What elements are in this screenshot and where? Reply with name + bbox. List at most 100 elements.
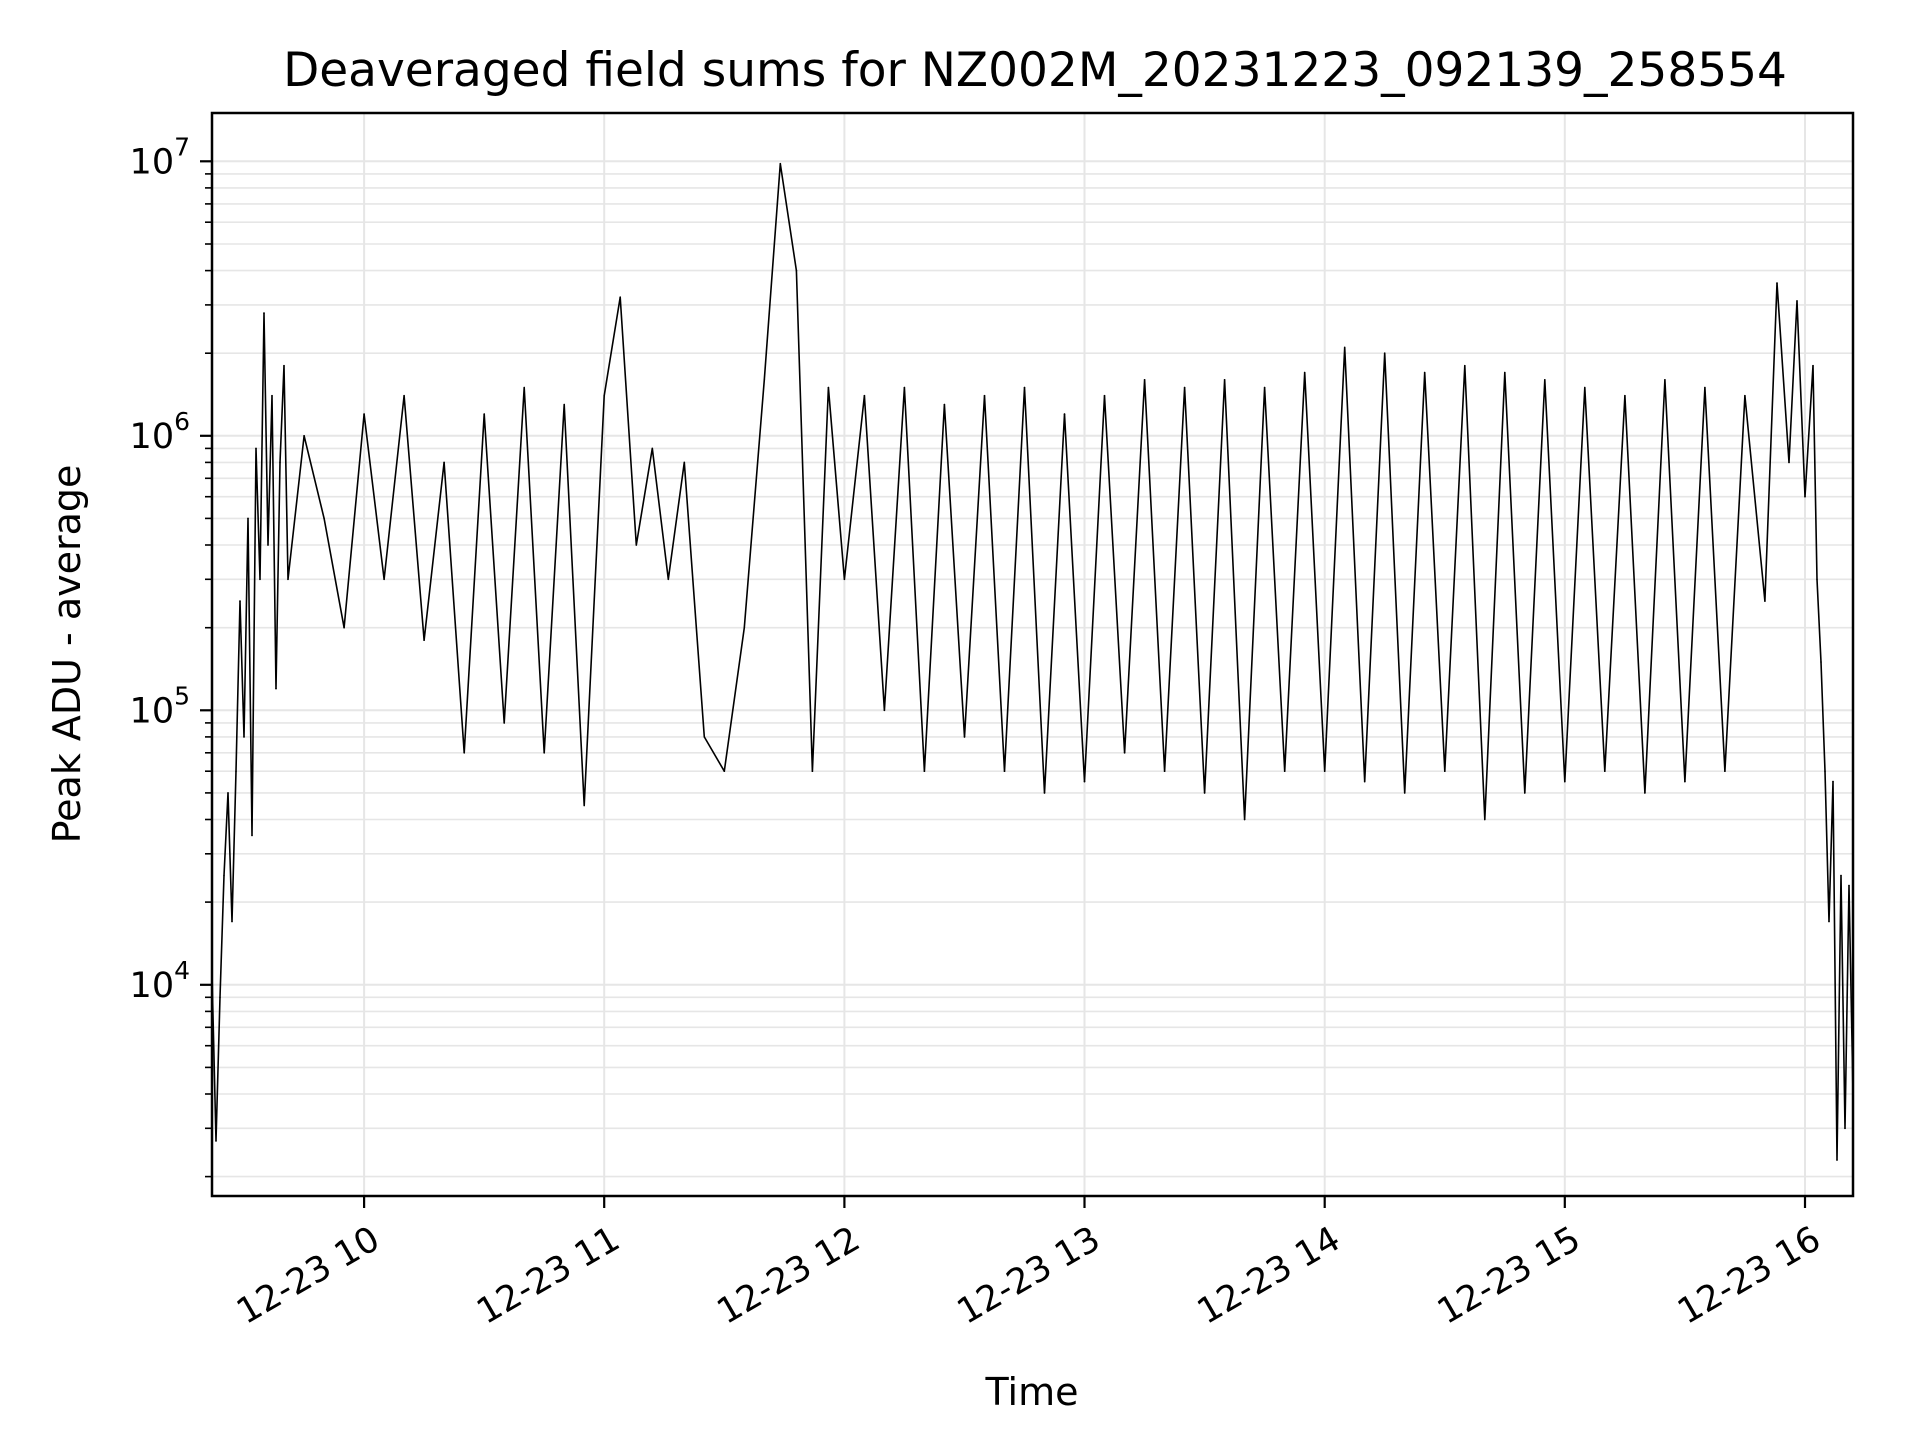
data-point [1804,495,1806,498]
data-point [1624,394,1626,397]
data-point [1444,770,1446,772]
data-point [703,736,706,738]
data-point [231,920,233,923]
data-point [1383,352,1386,355]
y-tick-exponent: 7 [174,132,190,161]
data-point [227,792,229,794]
data-point [811,770,814,772]
data-point [255,447,257,450]
data-point [251,834,253,837]
y-tick-exponent: 6 [174,407,190,436]
data-point [583,804,585,807]
data-point [1764,600,1766,602]
data-point [1203,792,1206,794]
data-point [1243,818,1246,821]
data-point [1820,661,1822,663]
data-point [1812,364,1814,367]
data-point [1840,874,1842,877]
data-point [303,435,305,437]
data-point [243,736,245,738]
data-point [1283,770,1286,772]
data-point [1544,379,1546,381]
data-point [827,386,830,389]
data-point [267,544,269,546]
data-point [1848,884,1850,887]
data-point [1704,386,1706,389]
data-point [1163,770,1166,772]
data-point [1844,1127,1846,1130]
data-point [1824,770,1826,772]
data-point [1796,300,1798,302]
y-tick-label: 106 [130,407,190,457]
data-point [1323,770,1326,772]
data-point [923,770,926,772]
data-point [1564,780,1566,783]
data-point [1363,780,1366,783]
data-point [883,709,886,712]
data-point [1836,1159,1838,1161]
data-point [363,413,365,415]
data-point [235,770,237,772]
y-tick-label: 107 [130,132,190,182]
data-point [843,578,846,581]
series-layer [211,162,1854,1161]
data-point [1484,818,1486,821]
data-point [1023,386,1026,389]
data-point [263,312,265,314]
data-point [1083,780,1086,783]
data-point [1828,920,1830,923]
data-point [619,296,621,299]
data-point [1724,770,1726,772]
y-axis-label: Peak ADU - average [45,465,89,844]
data-point [795,269,798,272]
data-point [1183,386,1186,389]
data-point [1123,752,1126,754]
data-point [1263,386,1266,389]
data-point [963,736,966,738]
data-point [279,461,281,464]
data-point [683,461,686,464]
data-point [283,364,285,367]
data-point [275,687,277,690]
plot-frame [210,111,1855,1198]
data-point [1524,792,1526,794]
data-point [603,394,605,397]
data-point [983,394,986,397]
y-tick-base: 10 [130,142,175,182]
data-point [1684,780,1686,783]
data-point [287,578,289,581]
y-tick-exponent: 5 [174,681,190,710]
data-point [383,578,385,581]
data-point [1003,770,1006,772]
data-point [1343,346,1346,349]
data-point [483,413,486,415]
data-point [1403,792,1406,794]
data-point [635,544,638,546]
data-point [1043,792,1046,794]
data-point [1504,371,1506,374]
data-point [323,517,325,520]
data-point [1604,770,1606,772]
y-tick-exponent: 4 [174,956,190,985]
data-point [1584,386,1586,389]
y-tick-base: 10 [130,691,175,731]
data-point [1644,792,1646,794]
data-point [1776,282,1778,284]
data-point [215,1140,217,1142]
data-point [443,461,445,464]
data-point [523,386,525,389]
data-point [239,600,241,602]
data-point [723,770,726,772]
data-point [1788,461,1790,464]
y-tick-label: 105 [130,681,190,731]
data-point [1464,364,1466,367]
data-point [1744,394,1746,397]
data-point [271,394,273,397]
data-point [1832,780,1834,783]
data-point [1063,413,1066,415]
data-point [563,403,565,406]
data-point [343,626,345,629]
data-point [1816,578,1818,581]
